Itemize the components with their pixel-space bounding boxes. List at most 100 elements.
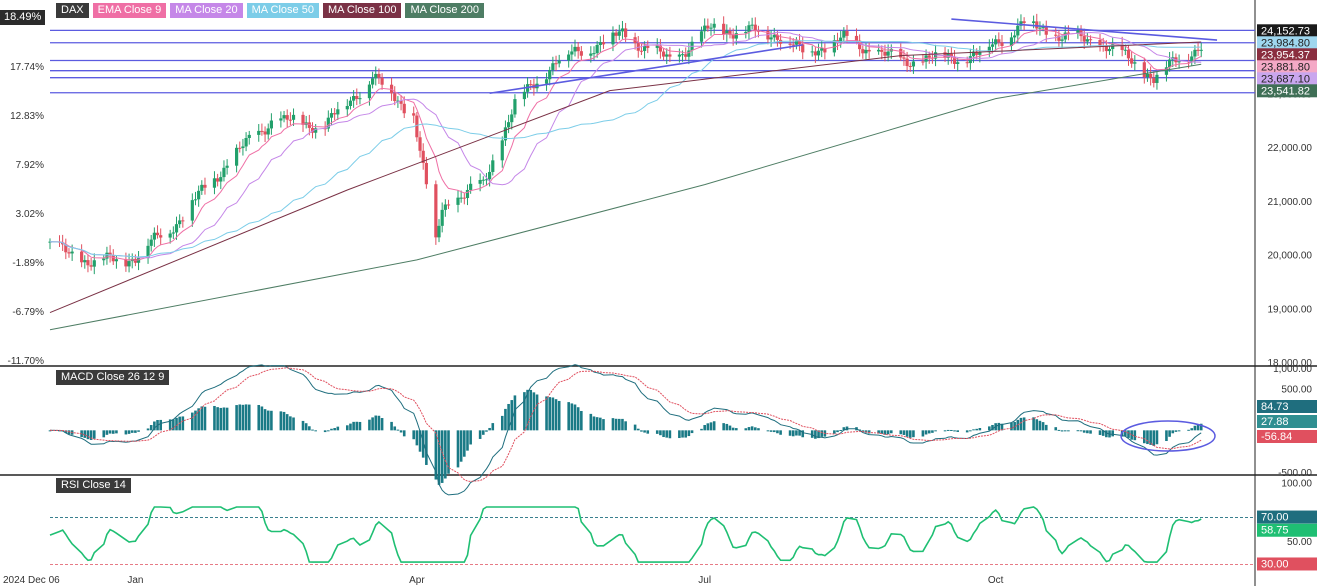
macd-bar [333,428,336,431]
candle-body [886,51,890,56]
macd-bar [1199,423,1203,431]
candle-body [1130,58,1134,64]
ma-20-line [49,31,1202,259]
macd-bar [194,410,197,431]
candle-body [687,50,691,57]
candle-body [1035,21,1039,29]
macd-bar [570,403,574,431]
candle-body [260,130,264,132]
candle-body [462,197,466,199]
candle-body [611,32,615,45]
macd-bar [1174,430,1178,432]
candle-body [794,40,799,45]
candle-body [975,51,979,55]
candle-body [905,58,909,66]
macd-bar [92,430,96,439]
candle-body [465,189,470,199]
macd-bar [115,430,118,434]
macd-bar [478,430,482,439]
macd-bar [153,421,156,431]
macd-bar [703,425,706,431]
price-tag [1257,60,1317,74]
macd-bar [111,430,115,434]
macd-bar [1190,428,1194,431]
macd-bar [731,427,735,431]
candle-body [544,79,549,84]
candle-body [968,56,972,64]
macd-bar [282,411,286,431]
price-tag-label: 23,984.80 [1261,37,1310,49]
macd-bar [924,430,928,435]
candle-body [282,115,286,119]
macd-bar [662,430,665,438]
candle-body [614,32,618,36]
candle-body [434,184,438,238]
macd-bar [257,404,261,431]
macd-bar [1149,430,1152,445]
macd-bar [463,430,466,457]
macd-bar [535,394,539,431]
candle-body [1032,21,1036,24]
candle-body [288,119,292,121]
x-tick-label: 2024 Dec 06 [3,575,60,586]
price-tag-label: 23,541.82 [1261,85,1310,97]
macd-bar [978,428,982,431]
candle-body [883,51,887,56]
macd-bar [181,416,185,431]
candle-body [908,65,912,67]
macd-panel-label: MACD Close 26 12 9 [56,370,170,385]
macd-bar [905,430,909,437]
macd-bar [621,418,624,431]
macd-bar [127,430,131,434]
candle-body [911,61,916,67]
macd-bar [1111,430,1114,437]
ema-9-line [49,28,1202,261]
candle-body [1104,46,1108,52]
candle-body [642,45,647,51]
macd-bar [681,430,684,438]
candle-body [1000,42,1004,46]
macd-bar [203,406,207,431]
candle-body [244,138,248,147]
rsi-value-label: 70.00 [1261,512,1289,524]
candle-body [269,120,273,129]
candle-body [488,171,492,180]
candle-body [661,51,666,57]
candle-body [469,183,473,190]
legend-item: MA Close 100 [322,3,402,18]
rsi-tick-label: 50.00 [1287,537,1312,548]
candle-body [225,165,229,168]
macd-bar [1133,430,1137,441]
candle-body [1107,49,1112,52]
macd-bar [953,430,956,432]
macd-bar [134,430,137,433]
candle-body [1152,77,1156,83]
candle-body [1111,44,1115,50]
candle-body [734,33,738,39]
price-tag-label: 23,881.80 [1261,61,1310,73]
candle-body [1085,39,1089,42]
macd-bar [1152,430,1156,446]
candle-body [854,35,859,41]
candle-body [155,232,160,236]
candle-body [756,30,761,32]
macd-bar [769,430,773,432]
macd-bar [1098,430,1102,435]
candle-body [200,184,204,191]
macd-bar [839,429,842,431]
candle-body [247,134,251,139]
macd-bar [921,430,925,437]
macd-bar [368,419,371,431]
macd-value-label: 27.88 [1261,416,1289,428]
candle-body [712,23,716,28]
macd-bar [1076,430,1080,432]
macd-bar [500,415,504,431]
candle-body [994,39,998,45]
candle-body [152,232,156,240]
candle-body [193,199,198,201]
candle-body [858,40,862,50]
macd-bar [1177,430,1181,432]
macd-bar [1079,430,1083,432]
candle-body [216,178,220,182]
